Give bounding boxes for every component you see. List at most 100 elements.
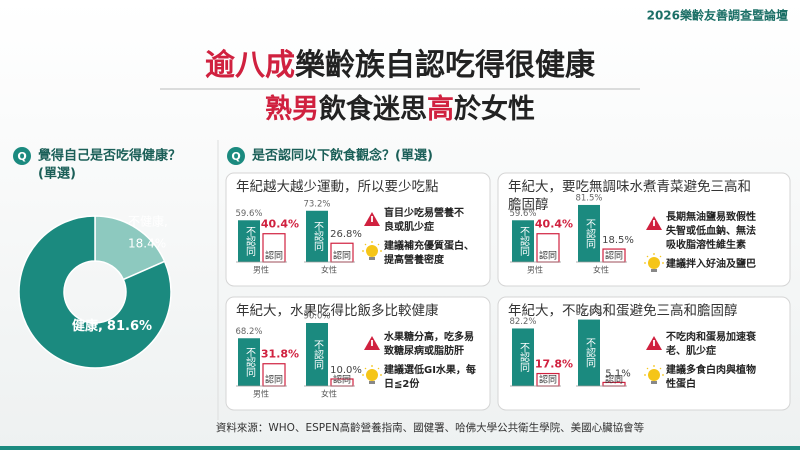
q-badge — [227, 147, 245, 165]
note-text: 不吃肉和蛋易加速衰 — [666, 330, 757, 343]
tip-icon-base — [651, 269, 657, 272]
panel-title: 年紀大，水果吃得比飯多比較健康 — [236, 302, 439, 319]
subtitle: 熟男飲食迷思高於女性 — [265, 93, 535, 125]
note-text: 吸收脂溶性維生素 — [666, 238, 746, 251]
bar-value-label: 94.9% — [575, 308, 602, 318]
tip-icon-ray — [377, 367, 380, 370]
subtitle-part: 高 — [427, 93, 454, 125]
group-label: 男性 — [253, 389, 269, 399]
note-text: 長期無油鹽易致假性 — [666, 210, 756, 223]
question: 是否認同以下飲食觀念？(單選) — [251, 148, 433, 164]
bar — [306, 210, 328, 262]
subtitle-part: 熟男 — [265, 93, 319, 125]
bar-series-name: 認同 — [539, 374, 557, 386]
note-text: 水果糖分高，吃多易 — [383, 330, 474, 343]
bar-value-label: 59.6% — [235, 209, 262, 219]
note-text: 致糖尿病或脂肪肝 — [384, 344, 464, 357]
bar — [578, 319, 600, 386]
note-text: 失智或低血鈉、無法 — [666, 224, 756, 237]
note-text: 性蛋白 — [665, 377, 696, 390]
panel — [225, 296, 491, 411]
panel-title: 年紀大，不吃肉和蛋避免三高和膽固醇 — [508, 302, 738, 319]
warning-icon-mark — [653, 340, 655, 346]
panel-title: 年紀大，要吃無調味水煮青菜避免三高和 — [508, 178, 751, 195]
tip-icon — [648, 257, 660, 269]
group-label: 女性 — [321, 265, 337, 275]
bar-value-label: 68.2% — [235, 327, 262, 337]
bar-value-label: 73.2% — [303, 199, 330, 209]
donut-slice — [94, 215, 166, 281]
note-text: 建議拌入好油及鹽巴 — [665, 257, 756, 270]
slice-value: 18.4% — [128, 237, 166, 251]
bar-value-label: 82.2% — [509, 317, 536, 327]
bar-series-name: 認同 — [539, 250, 557, 262]
bar — [238, 338, 260, 386]
bar-series-name: 認同 — [265, 374, 283, 386]
bar-value-label: 17.8% — [535, 358, 573, 371]
subtitle-part: 於女性 — [454, 93, 535, 125]
note-text: 提高營養密度 — [384, 253, 445, 266]
bar-value-label: 31.8% — [261, 348, 299, 361]
panel — [225, 172, 491, 287]
bar — [578, 204, 600, 262]
q-badge-letter: Q — [231, 150, 240, 163]
bar-series-name: 不認同 — [584, 338, 596, 369]
warning-icon-mark — [653, 220, 655, 226]
bar-series-name: 不認同 — [244, 347, 256, 378]
q-badge-letter: Q — [17, 150, 26, 163]
question: 覺得自己是否吃得健康？ — [37, 148, 181, 164]
group-label: 女性 — [321, 389, 337, 399]
note-text: 建議選低GI水果，每 — [383, 363, 476, 376]
bar — [512, 220, 534, 262]
bar-series-name: 不認同 — [584, 218, 596, 249]
bar-value-label: 40.4% — [261, 218, 299, 231]
footer: 資料來源：WHO、ESPEN高齡營養指南、國健署、哈佛大學公共衛生學院、美國心臟… — [216, 421, 645, 434]
bar-value-label: 10.0% — [330, 365, 362, 376]
title: 逾八成樂齡族自認吃得很健康 — [205, 48, 596, 83]
note-text: 建議多食白肉與植物 — [665, 363, 756, 376]
tip-icon-ray — [646, 255, 649, 258]
note-text: 建議補充優質蛋白、 — [383, 239, 474, 252]
note-text: 日≦2份 — [384, 377, 420, 390]
bar-value-label: 26.8% — [330, 229, 362, 240]
panel — [497, 172, 791, 287]
tip-icon-ray — [377, 243, 380, 246]
bar-series-name: 認同 — [605, 374, 623, 386]
slice-value: 81.6% — [107, 319, 152, 334]
subtitle-part: 飲食迷思 — [318, 93, 427, 125]
bar — [306, 323, 328, 386]
event-name: 2026樂齡友善調查暨論壇 — [647, 8, 788, 23]
q-badge — [13, 147, 31, 165]
title-part: 樂齡族自認吃得很健康 — [295, 48, 596, 83]
bar-series-name: 認同 — [605, 250, 623, 262]
note-text: 良或肌少症 — [384, 220, 434, 233]
bar-series-name: 認同 — [333, 250, 351, 262]
slice-category: 健康, — [72, 318, 103, 334]
slice-label: 健康, 81.6% — [72, 318, 152, 334]
question: (單選) — [38, 166, 76, 182]
tip-icon-base — [369, 381, 375, 384]
tip-icon-ray — [659, 367, 662, 370]
warning-icon-mark — [371, 340, 373, 346]
bar-series-name: 不認同 — [312, 221, 324, 252]
note-text: 盲目少吃易營養不 — [384, 206, 464, 219]
bar — [512, 328, 534, 386]
bar-value-label: 59.6% — [509, 209, 536, 219]
group-label: 男性 — [253, 265, 269, 275]
bar-value-label: 40.4% — [535, 218, 573, 231]
bar-value-label: 18.5% — [602, 235, 634, 246]
tip-icon-base — [651, 381, 657, 384]
warning-icon-mark — [371, 216, 373, 222]
tip-icon — [366, 369, 378, 381]
group-label: 男性 — [527, 265, 543, 275]
bar-series-name: 不認同 — [518, 342, 530, 373]
tip-icon-ray — [364, 367, 367, 370]
bar-series-name: 不認同 — [244, 226, 256, 257]
tip-icon-base — [369, 257, 375, 260]
bar-value-label: 90.0% — [303, 312, 330, 322]
bar-value-label: 81.5% — [575, 193, 602, 203]
bar-series-name: 認同 — [265, 250, 283, 262]
bar-series-name: 認同 — [333, 374, 351, 386]
panel — [497, 296, 791, 411]
